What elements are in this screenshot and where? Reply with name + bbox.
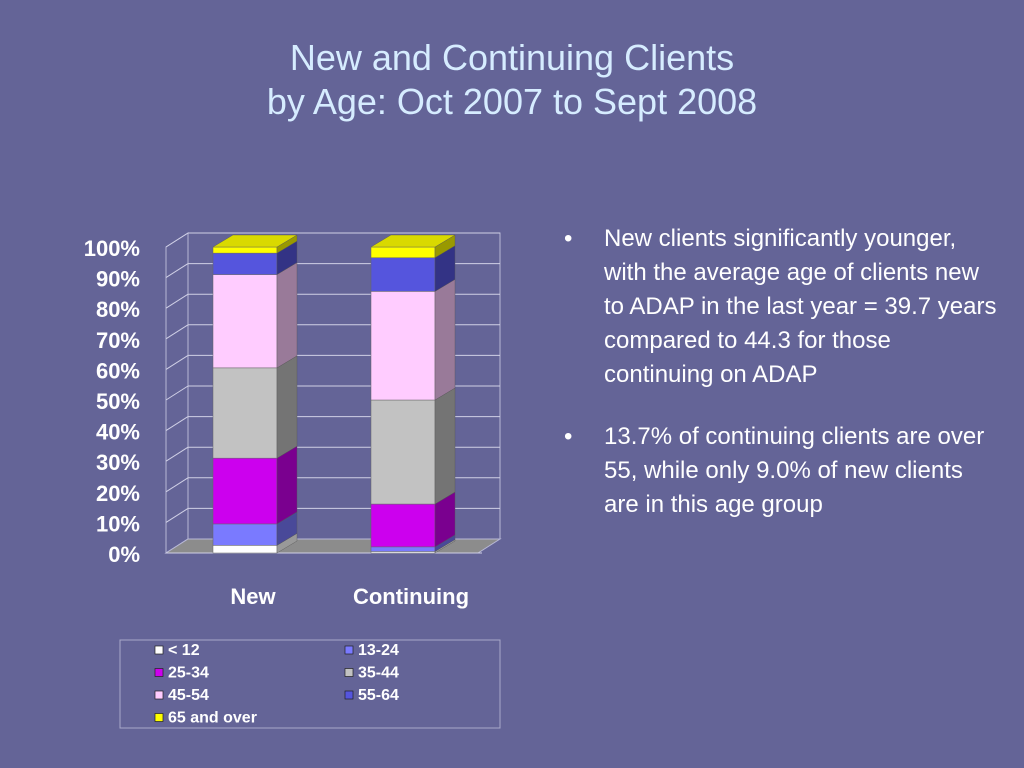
y-tick-label: 100% <box>84 236 140 261</box>
grid-line <box>165 324 189 340</box>
legend-swatch <box>344 668 354 677</box>
bullet-dot: • <box>564 225 573 252</box>
bullet-text: New clients significantly younger, with … <box>604 225 997 388</box>
bar-segment <box>370 257 436 292</box>
legend-swatch <box>154 690 164 700</box>
bullet-item: • 13.7% of continuing clients are over 55… <box>560 420 1000 522</box>
bar-segment <box>212 457 278 525</box>
legend-label: 65 and over <box>168 710 257 727</box>
y-tick-label: 50% <box>96 389 140 414</box>
y-tick-label: 20% <box>96 481 140 506</box>
legend-swatch <box>154 645 164 655</box>
bar-stack <box>212 234 298 554</box>
legend-label: < 12 <box>168 642 200 659</box>
bar-segment <box>370 546 436 552</box>
x-category-label: Continuing <box>353 584 469 609</box>
y-tick-label: 70% <box>96 328 140 353</box>
bar-segment-side <box>276 262 298 369</box>
legend-label: 13-24 <box>358 642 399 659</box>
bar-stack <box>370 234 456 554</box>
title-line-1: New and Continuing Clients <box>289 37 735 78</box>
grid-line <box>165 385 189 401</box>
legend-swatch <box>344 690 354 700</box>
grid-line <box>165 507 189 523</box>
bar-segment <box>212 246 278 254</box>
bar-segment <box>212 523 278 546</box>
y-tick-label: 0% <box>108 542 140 567</box>
bar-top <box>212 234 298 248</box>
grid-line <box>165 354 189 370</box>
y-tick-label: 40% <box>96 420 140 445</box>
legend-label: 55-64 <box>358 687 399 704</box>
title-line-2: by Age: Oct 2007 to Sept 2008 <box>266 81 758 122</box>
legend-swatch <box>154 713 164 722</box>
y-tick-label: 30% <box>96 450 140 475</box>
legend: < 12 13-24 25-34 35-44 45-54 55-64 65 and over <box>119 639 501 729</box>
bar-segment <box>370 399 436 505</box>
grid-line <box>165 263 189 279</box>
grid-line <box>165 477 189 493</box>
bar-segment <box>370 246 436 258</box>
grid-line <box>165 232 189 248</box>
bar-top <box>370 234 456 248</box>
grid-line <box>165 416 189 432</box>
bullet-list: • New clients significantly younger, with… <box>560 222 1000 550</box>
bar-segment <box>370 291 436 401</box>
bar-segment <box>370 503 436 548</box>
legend-label: 35-44 <box>358 665 399 682</box>
y-tick-label: 90% <box>96 267 140 292</box>
bullet-item: • New clients significantly younger, with… <box>560 222 1000 392</box>
y-tick-label: 80% <box>96 297 140 322</box>
bar-segment-side <box>434 387 456 505</box>
bar-segment <box>212 252 278 275</box>
y-tick-label: 60% <box>96 358 140 383</box>
bar-segment <box>212 367 278 459</box>
legend-box <box>119 639 501 729</box>
bar-segment <box>212 274 278 369</box>
x-category-label: New <box>230 584 276 609</box>
legend-label: 45-54 <box>168 687 209 704</box>
bar-segment-side <box>276 355 298 459</box>
y-tick-label: 10% <box>96 511 140 536</box>
bar-segment-side <box>276 445 298 525</box>
bar-segment <box>212 545 278 554</box>
bullet-dot: • <box>564 423 573 450</box>
legend-swatch <box>154 668 164 677</box>
legend-swatch <box>344 645 354 655</box>
grid-line <box>165 293 189 309</box>
slide-title: New and Continuing Clients by Age: Oct 2… <box>0 36 1024 124</box>
bar-segment-side <box>434 279 456 401</box>
grid-line <box>165 446 189 462</box>
bullet-text: 13.7% of continuing clients are over 55,… <box>604 423 985 518</box>
legend-label: 25-34 <box>168 665 209 682</box>
